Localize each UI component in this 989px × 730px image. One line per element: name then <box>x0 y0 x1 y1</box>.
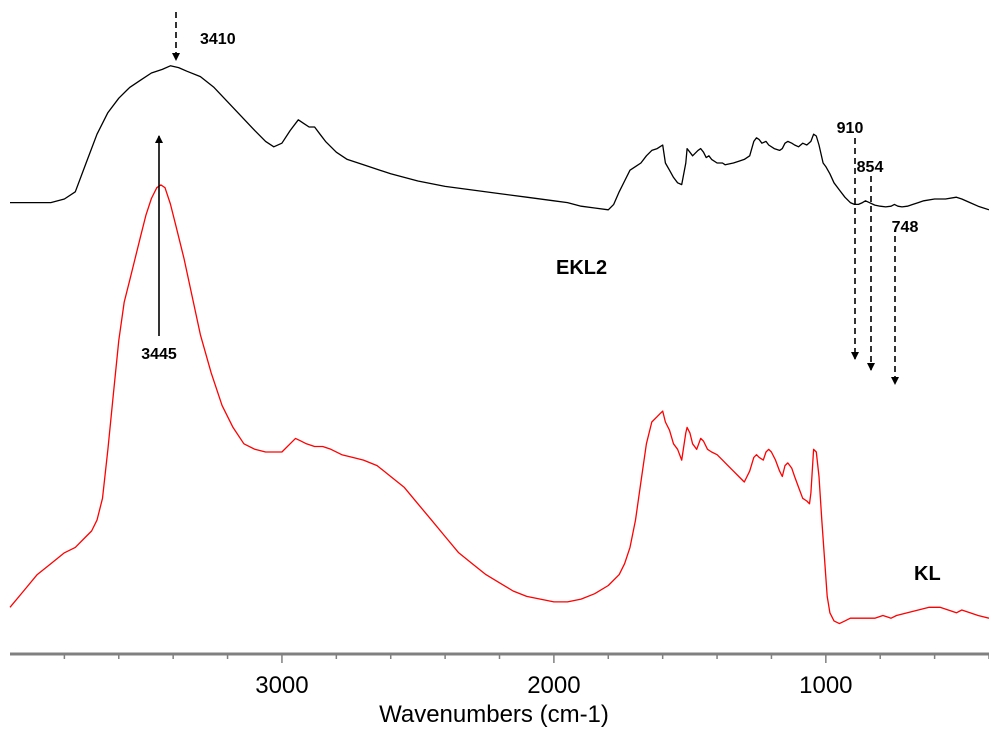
x-axis-title: Wavenumbers (cm-1) <box>379 701 609 728</box>
x-tick-label: 1000 <box>799 672 852 699</box>
annotation-label-748: 748 <box>892 219 919 236</box>
x-tick-label: 3000 <box>255 672 308 699</box>
peak-annotations: 3410 3445 910 854 748 <box>141 12 919 385</box>
annotation-label-910: 910 <box>837 120 864 137</box>
annotation-label-854: 854 <box>857 159 884 176</box>
series-label-ekl2: EKL2 <box>556 257 607 279</box>
series-label-kl: KL <box>914 563 941 585</box>
annotation-label-3445: 3445 <box>141 346 177 363</box>
series-line-kl <box>9 184 989 625</box>
series-line-ekl2 <box>10 65 989 211</box>
x-tick-label: 2000 <box>527 672 580 699</box>
series-layer <box>9 65 989 625</box>
x-axis: 3000 2000 1000 <box>10 652 989 699</box>
annotation-label-3410: 3410 <box>200 31 236 48</box>
